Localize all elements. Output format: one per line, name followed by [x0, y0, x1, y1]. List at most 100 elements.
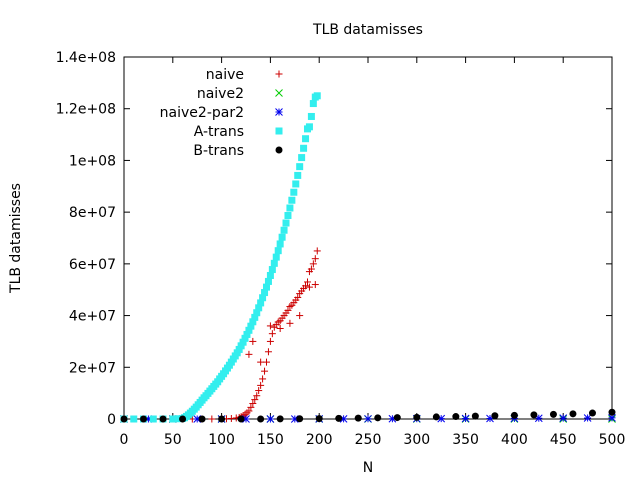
data-point — [237, 415, 245, 423]
data-point — [284, 212, 292, 220]
data-point — [309, 100, 317, 108]
data-point — [305, 123, 313, 131]
data-point — [296, 163, 304, 171]
data-point — [251, 313, 259, 321]
data-point — [208, 415, 216, 423]
legend-marker — [275, 89, 283, 97]
data-point — [274, 247, 282, 255]
data-point — [255, 387, 263, 395]
ticks-layer: 0 50 100 150 200 250 300 350 400 450 500 0 2e+07 4e+0… — [56, 50, 626, 448]
data-point — [276, 240, 284, 248]
data-point — [510, 411, 518, 419]
data-point — [303, 278, 311, 286]
data-point — [294, 171, 302, 179]
data-point — [313, 92, 321, 100]
data-point — [286, 319, 294, 327]
x-tick-label: 500 — [599, 432, 626, 448]
data-point — [218, 415, 226, 423]
data-point — [307, 265, 315, 273]
y-tick-label: 1.2e+08 — [56, 102, 116, 118]
data-point — [569, 410, 577, 418]
x-tick-label: 350 — [452, 432, 479, 448]
data-point — [253, 309, 261, 317]
data-point — [432, 413, 440, 421]
data-point — [313, 247, 321, 255]
data-point — [354, 414, 362, 422]
data-point — [241, 334, 249, 342]
x-axis-label: N — [363, 460, 373, 476]
x-tick-label: 400 — [501, 432, 528, 448]
data-point — [130, 415, 138, 423]
data-point — [249, 337, 257, 345]
data-point — [237, 342, 245, 350]
data-point — [452, 413, 460, 421]
data-point — [259, 294, 267, 302]
x-tick-label: 150 — [257, 432, 284, 448]
data-point — [247, 322, 255, 330]
data-point — [290, 188, 298, 196]
data-point — [198, 415, 206, 423]
data-point — [266, 271, 274, 279]
legend-marker — [275, 70, 283, 78]
data-point — [302, 135, 310, 143]
data-point — [272, 253, 280, 261]
data-point — [286, 204, 294, 212]
data-point — [471, 412, 479, 420]
series-B-trans — [120, 408, 616, 423]
y-tick-label: 8e+07 — [69, 205, 116, 221]
legend-label: naive2 — [197, 86, 244, 102]
x-tick-label: 450 — [550, 432, 577, 448]
data-point — [276, 415, 284, 423]
data-point — [311, 255, 319, 263]
data-point — [266, 322, 274, 330]
data-point — [311, 281, 319, 289]
data-point — [169, 415, 177, 423]
data-point — [491, 412, 499, 420]
data-point — [179, 415, 187, 423]
data-point — [583, 414, 592, 422]
data-point — [307, 112, 315, 120]
data-point — [296, 312, 304, 320]
data-point — [249, 399, 257, 407]
data-point — [268, 330, 276, 338]
x-tick-label: 100 — [208, 432, 235, 448]
data-point — [261, 289, 269, 297]
data-point — [245, 326, 253, 334]
data-point — [278, 233, 286, 241]
data-point — [235, 345, 243, 353]
data-point — [305, 283, 313, 291]
data-point — [249, 318, 257, 326]
data-point — [559, 414, 568, 422]
data-point — [257, 381, 265, 389]
data-point — [288, 196, 296, 204]
data-point — [257, 299, 265, 307]
data-point — [259, 375, 267, 383]
data-point — [266, 337, 274, 345]
data-point — [227, 414, 235, 422]
legend-label: B-trans — [193, 143, 244, 159]
data-point — [268, 266, 276, 274]
y-tick-label: 1.4e+08 — [56, 50, 116, 66]
data-point — [300, 144, 308, 152]
data-point — [257, 415, 265, 423]
data-point — [266, 415, 275, 423]
data-point — [608, 413, 616, 422]
data-point — [292, 180, 300, 188]
chart-title: TLB datamisses — [312, 22, 423, 38]
data-point — [270, 259, 278, 267]
data-point — [364, 414, 372, 423]
data-point — [149, 415, 157, 423]
series-naive2-par2 — [120, 413, 616, 423]
data-point — [309, 260, 317, 268]
x-tick-label: 250 — [355, 432, 382, 448]
data-point — [335, 414, 343, 422]
x-tick-label: 50 — [164, 432, 182, 448]
data-point — [588, 409, 596, 417]
y-axis-label: TLB datamisses — [8, 183, 24, 294]
series-naive — [120, 247, 321, 423]
legend-marker — [275, 108, 283, 116]
data-point — [251, 396, 259, 404]
data-point — [253, 392, 261, 400]
data-point — [282, 219, 290, 227]
